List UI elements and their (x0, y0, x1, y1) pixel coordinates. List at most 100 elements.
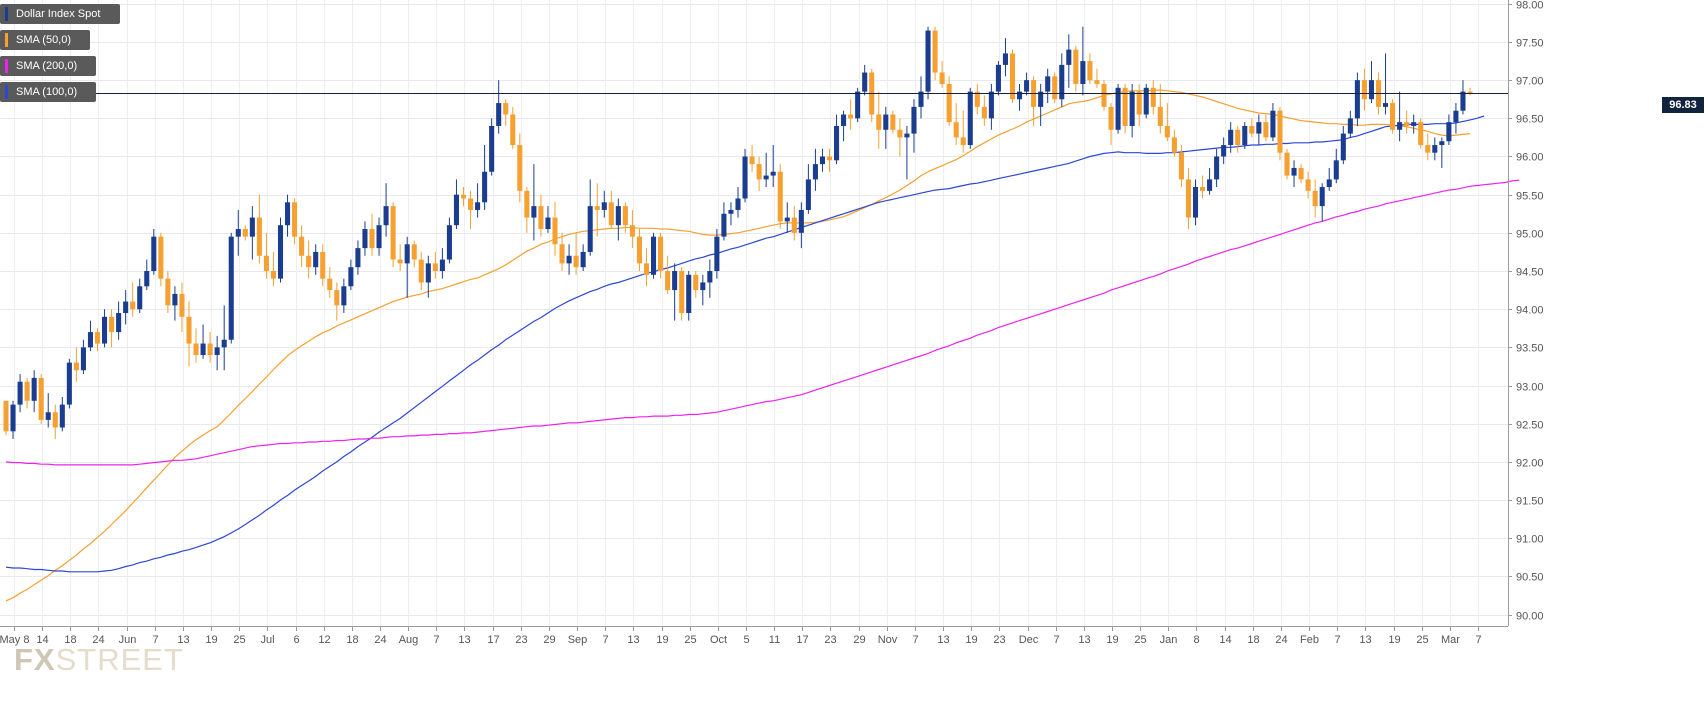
x-tick-label: 19 (965, 634, 977, 646)
candles (3, 26, 1473, 439)
legend-item-sma-100[interactable]: SMA (100,0) (0, 82, 96, 102)
x-tick-label: 13 (937, 634, 949, 646)
candle-body-up (200, 343, 206, 355)
x-tick-label: 14 (1219, 634, 1231, 646)
candle-body-up (87, 332, 93, 348)
candle-body-down (1277, 110, 1283, 153)
x-tick-label: 13 (1359, 634, 1371, 646)
candle-body-down (334, 290, 340, 306)
x-tick-label: 19 (1388, 634, 1400, 646)
candle-body-up (80, 347, 86, 371)
watermark-street: STREET (55, 642, 184, 677)
x-tick-label: Mar (1441, 634, 1460, 646)
candle-body-up (672, 271, 678, 291)
candle-body-up (721, 213, 727, 237)
x-tick-label: 13 (177, 634, 189, 646)
candle-body-down (1390, 103, 1396, 130)
candle-body-up (707, 271, 713, 283)
candle-body-down (559, 244, 565, 264)
candle-body-down (1094, 80, 1100, 84)
x-tick-label: 5 (743, 634, 749, 646)
candle-body-up (728, 209, 734, 214)
candle-body-down (94, 332, 101, 344)
candle-body-up (1228, 129, 1234, 146)
candle-body-up (116, 313, 122, 333)
candle-body-up (383, 206, 389, 226)
candle-body-down (130, 301, 136, 310)
y-tick-label: 90.50 (1516, 572, 1544, 584)
x-tick-label: Sep (568, 634, 588, 646)
y-tick-label: 90.00 (1516, 611, 1544, 623)
candle-body-down (390, 206, 396, 260)
candle-body-up (763, 175, 769, 180)
candle-body-down (109, 316, 115, 333)
candle-body-up (1397, 122, 1403, 130)
x-tick-label: Nov (878, 634, 898, 646)
legend-item-dollar-index[interactable]: Dollar Index Spot (0, 4, 120, 24)
candle-body-down (158, 236, 164, 279)
candle-body-up (988, 91, 994, 119)
candle-body-up (1038, 91, 1044, 107)
candle-body-down (242, 229, 248, 237)
candle-body-down (573, 255, 579, 268)
candle-body-down (552, 217, 558, 245)
legend-item-sma-50[interactable]: SMA (50,0) (0, 30, 90, 50)
x-tick-label: 24 (92, 634, 104, 646)
candle-body-down (1467, 91, 1473, 94)
candle-body-up (453, 194, 459, 226)
candle-body-down (320, 251, 326, 279)
candle-body-up (1059, 64, 1065, 100)
x-tick-label: 13 (458, 634, 470, 646)
candle-body-up (714, 236, 720, 272)
x-tick-label: 7 (1475, 634, 1481, 646)
candle-body-up (66, 362, 72, 405)
candle-body-up (1439, 141, 1445, 146)
candle-body-up (834, 125, 840, 161)
candle-body-up (144, 271, 150, 287)
fxstreet-watermark: FXSTREET (14, 642, 184, 678)
candle-body-up (1017, 91, 1023, 100)
candle-body-down (665, 271, 671, 291)
x-tick-label: 19 (1106, 634, 1118, 646)
candle-body-down (1305, 179, 1311, 191)
legend-item-sma-200[interactable]: SMA (200,0) (0, 56, 96, 76)
candle-body-down (939, 72, 945, 84)
plot-area (0, 0, 1508, 626)
candle-body-down (524, 190, 530, 218)
candle-body-up (742, 156, 748, 199)
candle-body-down (622, 206, 628, 226)
candle-body-up (615, 206, 621, 226)
candle-body-up (172, 293, 178, 306)
x-tick-label: 12 (318, 634, 330, 646)
legend: Dollar Index Spot SMA (50,0) SMA (200,0)… (0, 4, 120, 108)
candle-body-down (960, 137, 966, 146)
candle-body-up (700, 282, 706, 291)
candle-body-down (1404, 122, 1410, 126)
candle-body-up (1045, 76, 1051, 92)
y-tick-label: 94.50 (1516, 267, 1544, 279)
candle-body-up (228, 236, 234, 340)
x-tick-label: 18 (346, 634, 358, 646)
x-tick-label: 29 (543, 634, 555, 646)
candle-body-up (805, 179, 811, 210)
candle-body-up (1256, 122, 1262, 134)
candle-body-down (517, 145, 523, 191)
candle-body-up (911, 106, 917, 134)
candle-body-up (482, 171, 488, 203)
legend-label-dollar-index: Dollar Index Spot (16, 8, 101, 20)
candle-body-up (285, 202, 291, 226)
candle-body-down (397, 259, 403, 264)
candle-body-up (1354, 80, 1360, 119)
candle-body-down (981, 106, 987, 119)
candle-body-up (1115, 87, 1121, 130)
candle-body-up (151, 236, 157, 272)
candle-body-down (52, 412, 58, 428)
x-tick-label: 29 (853, 634, 865, 646)
candle-body-down (1185, 179, 1191, 218)
candle-body-up (446, 225, 452, 260)
legend-swatch-dollar-index (5, 7, 8, 21)
x-tick-label: 11 (769, 634, 780, 646)
candle-body-up (770, 171, 776, 176)
candle-body-down (608, 202, 614, 226)
